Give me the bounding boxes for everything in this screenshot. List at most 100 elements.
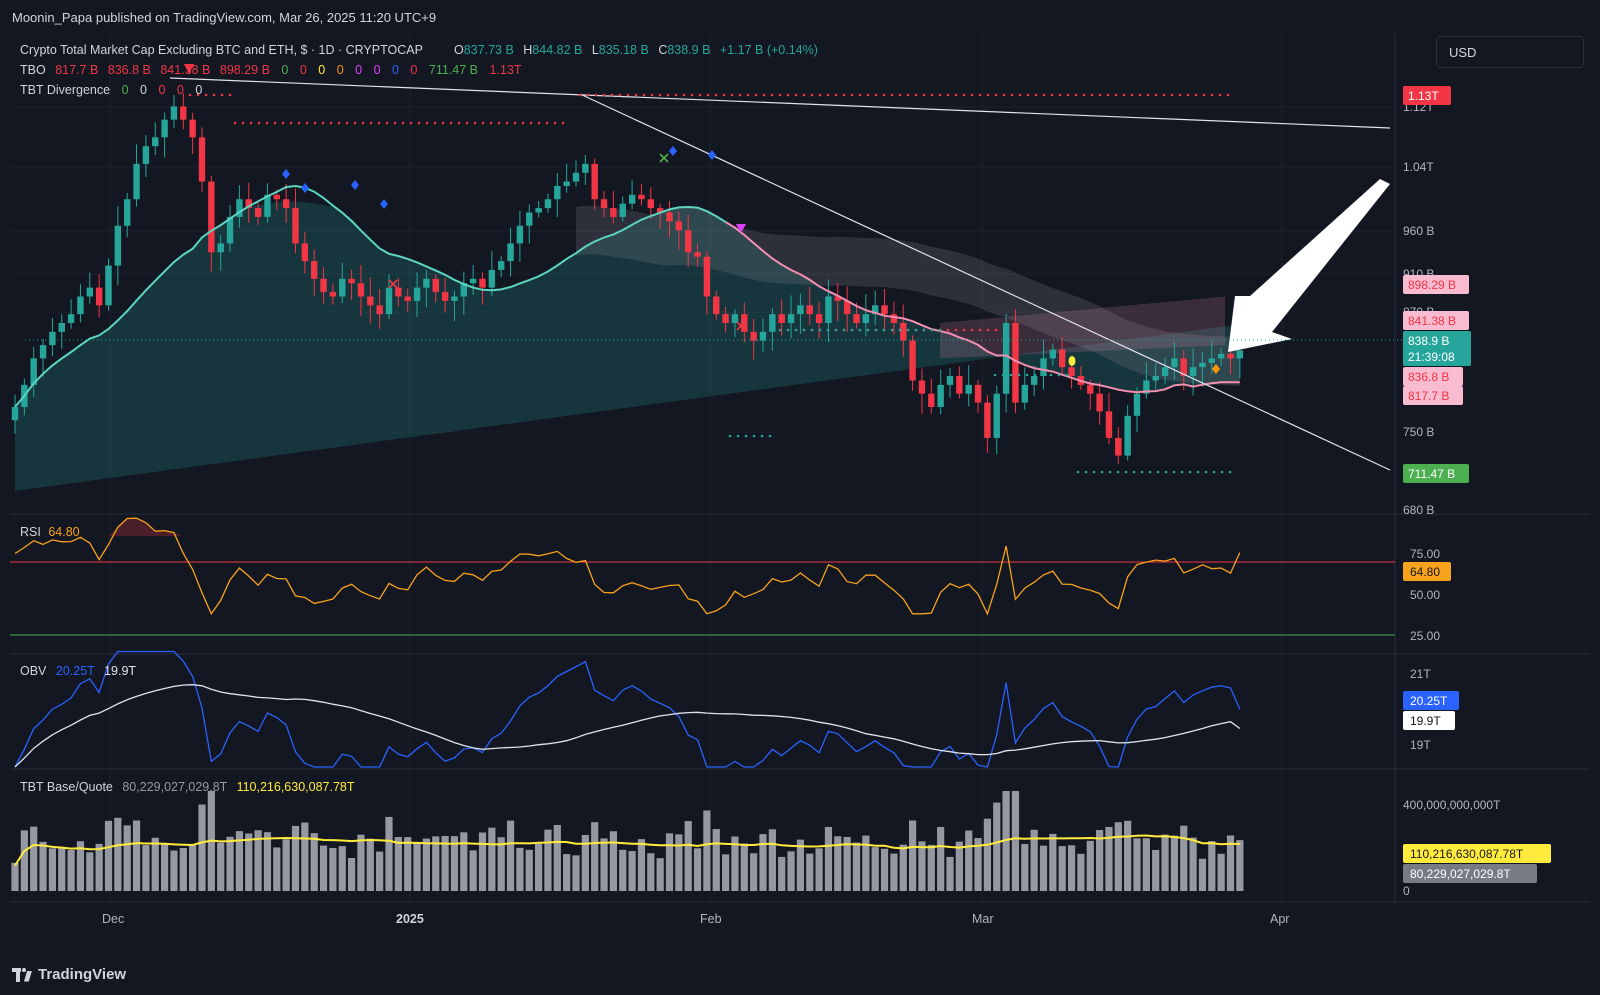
trend-line-upper[interactable] (169, 77, 1391, 129)
lvl-mid-537 (545, 121, 549, 125)
legend-l-label: L (592, 43, 599, 57)
badge-711-bg (1403, 464, 1469, 483)
price-tick-2: 1.04T (1403, 160, 1434, 174)
volume-label[interactable]: TBT Base/Quote (20, 780, 113, 794)
candle-body-9 (95, 287, 103, 306)
lvl-mid-553 (561, 121, 565, 125)
lvl-mid-297 (305, 121, 309, 125)
rsi-axis[interactable]: 75.00 50.00 25.00 64.80 (1403, 547, 1451, 643)
lvl-841-954 (962, 328, 966, 332)
volume-bar-33 (319, 845, 328, 891)
chart-area[interactable]: Crypto Total Market Cap Excluding BTC an… (10, 34, 1590, 952)
lvl-711-1164 (1172, 470, 1176, 474)
candle-body-109 (1030, 376, 1038, 385)
volume-bar-20 (198, 804, 206, 891)
lvl-feb-low-752 (760, 434, 764, 438)
candle-body-45 (432, 278, 439, 293)
volume-bar-95 (899, 844, 907, 891)
lvl-top-586 (594, 93, 598, 97)
lvl-top-730 (738, 93, 742, 97)
volume-bar-44 (422, 838, 430, 891)
volume-bar-17 (170, 850, 178, 891)
candle-body-84 (797, 305, 804, 315)
chart-canvas[interactable]: Crypto Total Market Cap Excluding BTC an… (10, 34, 1590, 952)
lvl-mid-249 (257, 121, 261, 125)
time-tick-2025: 2025 (396, 912, 424, 926)
lvl-mid-265 (273, 121, 277, 125)
lvl-top-1122 (1130, 93, 1134, 97)
volume-bar-100 (946, 856, 954, 891)
candle-body-101 (956, 376, 963, 394)
volume-bar-29 (282, 839, 290, 891)
volume-bar-48 (460, 832, 468, 891)
lvl-top-1026 (1034, 93, 1038, 97)
candle-body-33 (320, 278, 327, 293)
volume-bar-115 (1086, 840, 1094, 891)
obv-axis[interactable]: 21T 19T 20.25T 19.9T (1403, 667, 1459, 752)
band-gray (576, 205, 1240, 387)
lvl-841-green-930 (938, 328, 942, 332)
legend-symbol[interactable]: Crypto Total Market Cap Excluding BTC an… (20, 43, 423, 57)
candle-body-74 (703, 256, 711, 297)
currency-button[interactable]: USD (1436, 36, 1584, 68)
lvl-top-802 (810, 93, 814, 97)
lvl-top-778 (786, 93, 790, 97)
candle-body-54 (516, 225, 524, 244)
volume-bar-42 (404, 837, 412, 891)
tbt-div-label[interactable]: TBT Divergence (20, 83, 110, 97)
lvl-top-1082 (1090, 93, 1094, 97)
candle-body-7 (77, 296, 84, 315)
time-tick-mar: Mar (972, 912, 994, 926)
volume-bar-56 (535, 843, 543, 891)
obv-pane (14, 650, 1241, 768)
candle-body-110 (1040, 358, 1047, 377)
lvl-top-706 (714, 93, 718, 97)
lvl-top-578 (586, 93, 590, 97)
legend-close: 838.9 B (667, 43, 710, 57)
candles (11, 93, 1244, 464)
annotation-arrow[interactable] (1228, 179, 1390, 352)
volume-bar-28 (273, 847, 281, 891)
tradingview-logo[interactable]: TradingView (12, 966, 126, 983)
volume-ma-value: 110,216,630,087.78T (237, 780, 355, 794)
tbo-zero-6: 0 (374, 63, 381, 77)
candle-body-70 (666, 212, 673, 222)
lvl-836-1033 (1041, 373, 1045, 377)
lvl-mid-289 (297, 121, 301, 125)
lvl-836-985 (993, 373, 997, 377)
tbo-label[interactable]: TBO (20, 63, 46, 77)
lvl-836-1041 (1049, 373, 1053, 377)
tbo-zero-3: 0 (318, 63, 325, 77)
volume-bar-79 (750, 853, 758, 891)
candle-body-104 (984, 402, 991, 438)
volume-bar-65 (619, 849, 627, 891)
volume-bar-61 (581, 834, 589, 891)
lvl-mid-225 (233, 121, 237, 125)
badge-898: 898.29 B (1408, 278, 1456, 292)
candle-body-118 (1115, 437, 1122, 456)
lvl-841-green-810 (818, 328, 822, 332)
trend-line-descending[interactable] (579, 93, 1391, 471)
candle-body-83 (787, 314, 795, 323)
obv-badge-bg (1403, 691, 1459, 710)
badge-836: 836.8 B (1408, 370, 1449, 384)
rsi-label[interactable]: RSI (20, 525, 41, 539)
lvl-feb-low-728 (736, 434, 740, 438)
tbo-value-4: 898.29 B (220, 63, 270, 77)
badge-top: 1.13T (1408, 89, 1439, 103)
obv-label[interactable]: OBV (20, 664, 47, 678)
lvl-mid-409 (417, 121, 421, 125)
lvl-top-1194 (1202, 93, 1206, 97)
volume-bar-77 (731, 836, 739, 891)
candle-body-72 (685, 230, 692, 253)
lvl-mid-401 (409, 121, 413, 125)
volume-axis[interactable]: 400,000,000,000T 0 110,216,630,087.78T 8… (1403, 798, 1551, 898)
volume-bar-113 (1067, 845, 1076, 891)
lvl-top-1154 (1162, 93, 1166, 97)
volume-value: 80,229,027,029.8T (122, 780, 227, 794)
ma-fast-line (14, 184, 727, 408)
lvl-top-786 (794, 93, 798, 97)
lvl-841-green-866 (874, 328, 878, 332)
candle-body-19 (189, 119, 196, 138)
time-axis[interactable]: Dec 2025 Feb Mar Apr (102, 912, 1289, 926)
